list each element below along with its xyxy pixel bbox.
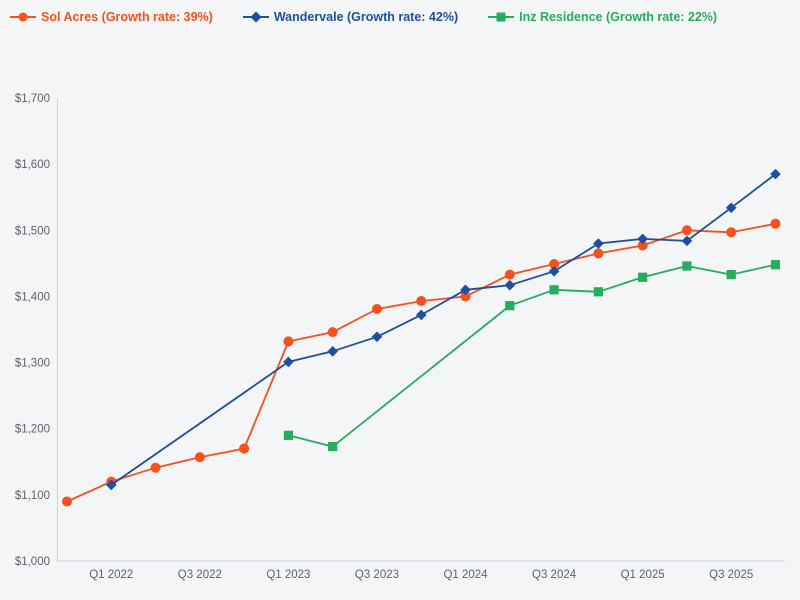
legend-label: Sol Acres (Growth rate: 39%) (41, 10, 213, 24)
data-point-wandervale[interactable] (637, 233, 648, 245)
data-point-sol-acres[interactable] (416, 296, 427, 307)
data-point-sol-acres[interactable] (637, 240, 648, 251)
chart-axes (57, 98, 785, 562)
data-point-wandervale[interactable] (327, 346, 338, 357)
y-axis-tick-label: $1,400 (15, 291, 50, 303)
data-point-sol-acres[interactable] (460, 291, 471, 302)
data-point-inz-residence[interactable] (505, 301, 515, 311)
data-point-sol-acres[interactable] (371, 303, 382, 314)
data-point-sol-acres[interactable] (283, 336, 294, 347)
data-point-wandervale[interactable] (460, 284, 471, 296)
data-point-sol-acres[interactable] (770, 218, 781, 229)
y-axis-tick-label: $1,200 (15, 424, 50, 436)
data-point-inz-residence[interactable] (726, 270, 736, 280)
data-point-sol-acres[interactable] (150, 462, 161, 473)
data-point-sol-acres[interactable] (194, 452, 205, 463)
legend-item-inz-residence[interactable]: Inz Residence (Growth rate: 22%) (488, 10, 717, 24)
x-axis-tick-label: Q3 2024 (532, 569, 577, 581)
y-axis-tick-label: $1,700 (15, 93, 50, 105)
legend-label: Inz Residence (Growth rate: 22%) (519, 10, 718, 24)
data-point-wandervale[interactable] (415, 309, 427, 321)
data-point-sol-acres[interactable] (681, 225, 692, 236)
data-point-inz-residence[interactable] (283, 430, 293, 440)
data-point-sol-acres[interactable] (62, 496, 72, 507)
chart-legend: Sol Acres (Growth rate: 39%) Wandervale (… (10, 10, 717, 24)
data-point-inz-residence[interactable] (682, 261, 692, 271)
y-axis-tick-label: $1,100 (15, 490, 50, 502)
x-axis-tick-label: Q1 2022 (89, 569, 133, 581)
data-point-inz-residence[interactable] (770, 260, 781, 270)
x-axis-tick-label: Q1 2023 (266, 569, 310, 581)
data-point-wandervale[interactable] (681, 235, 693, 247)
data-point-wandervale[interactable] (593, 238, 604, 249)
y-axis-tick-label: $1,000 (15, 556, 50, 568)
square-marker-icon (488, 12, 515, 22)
data-point-wandervale[interactable] (770, 168, 781, 180)
x-axis-tick-label: Q3 2022 (178, 569, 222, 581)
data-point-sol-acres[interactable] (327, 327, 338, 338)
x-axis-tick-label: Q1 2025 (621, 569, 665, 581)
x-axis-tick-label: Q3 2023 (355, 569, 399, 581)
data-point-wandervale[interactable] (725, 202, 737, 214)
legend-item-wandervale[interactable]: Wandervale (Growth rate: 42%) (242, 10, 459, 24)
data-point-wandervale[interactable] (548, 265, 560, 277)
data-point-sol-acres[interactable] (504, 269, 515, 280)
circle-marker-icon (10, 12, 36, 22)
data-point-sol-acres[interactable] (593, 248, 604, 259)
x-axis-tick-label: Q3 2025 (709, 569, 753, 581)
data-point-sol-acres[interactable] (549, 259, 560, 270)
y-axis-tick-label: $1,600 (15, 159, 50, 171)
data-point-wandervale[interactable] (504, 279, 516, 291)
series-line-wandervale (110, 173, 777, 486)
data-point-sol-acres[interactable] (239, 443, 250, 454)
legend-label: Wandervale (Growth rate: 42%) (273, 10, 459, 24)
x-axis-tick-label: Q1 2024 (443, 569, 488, 581)
y-axis-tick-label: $1,300 (15, 358, 50, 370)
data-point-wandervale[interactable] (105, 479, 117, 491)
data-point-inz-residence[interactable] (549, 285, 559, 295)
data-point-inz-residence[interactable] (638, 272, 648, 282)
data-point-inz-residence[interactable] (328, 441, 338, 452)
legend-item-sol-acres[interactable]: Sol Acres (Growth rate: 39%) (10, 10, 213, 24)
series-line-inz-residence (287, 263, 777, 448)
diamond-marker-icon (242, 11, 269, 23)
data-point-wandervale[interactable] (283, 356, 294, 368)
data-point-wandervale[interactable] (371, 331, 383, 343)
series-line-sol-acres (66, 222, 777, 503)
data-point-inz-residence[interactable] (593, 287, 603, 297)
data-point-sol-acres[interactable] (726, 227, 737, 238)
y-axis-tick-label: $1,500 (15, 225, 50, 237)
